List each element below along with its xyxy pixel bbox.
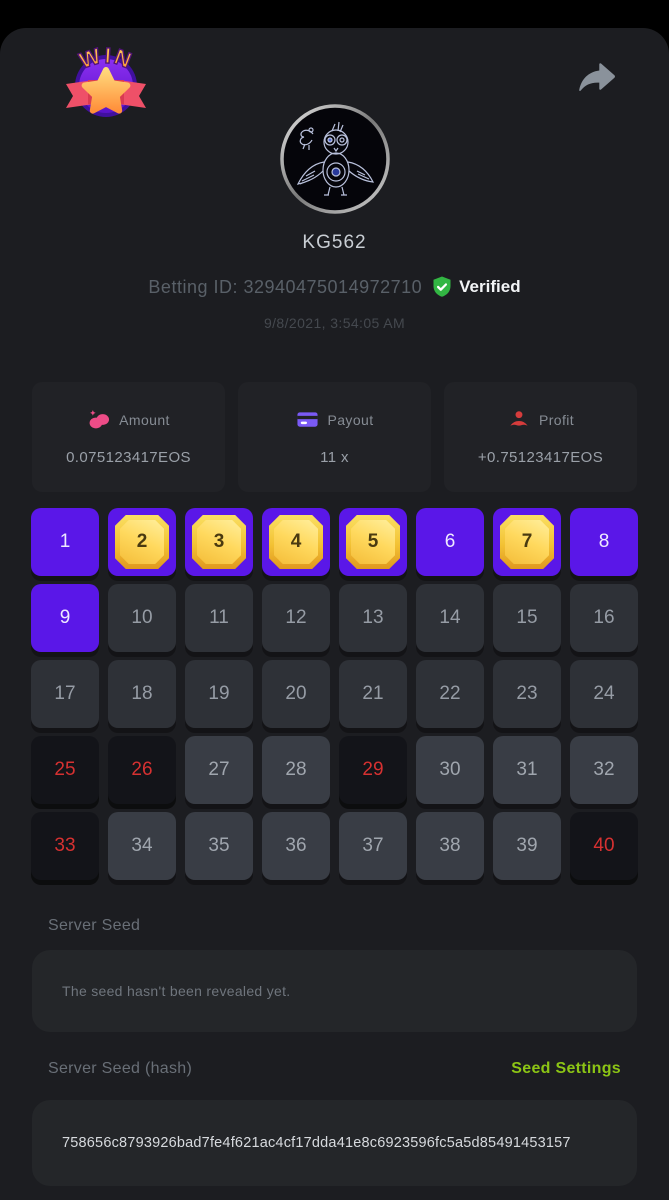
- amount-label: Amount: [119, 411, 170, 428]
- share-icon[interactable]: [577, 60, 617, 96]
- payout-card: Payout 11 x: [238, 382, 431, 492]
- keno-tile-24: 24: [570, 660, 638, 728]
- keno-tile-6: 6: [416, 508, 484, 576]
- keno-tile-32: 32: [570, 736, 638, 804]
- seed-settings-link[interactable]: Seed Settings: [511, 1060, 621, 1077]
- win-badge: WIN: [58, 42, 154, 128]
- keno-tile-9: 9: [31, 584, 99, 652]
- keno-tile-28: 28: [262, 736, 330, 804]
- payout-label: Payout: [327, 411, 374, 428]
- profit-value: +0.75123417EOS: [477, 449, 604, 466]
- keno-tile-7: 7: [493, 508, 561, 576]
- coins-icon: [89, 410, 110, 429]
- bet-details-panel: WIN: [0, 28, 669, 1200]
- payout-value: 11 x: [320, 449, 349, 466]
- gem-icon: 4: [269, 515, 323, 569]
- keno-tile-1: 1: [31, 508, 99, 576]
- keno-tile-34: 34: [108, 812, 176, 880]
- keno-tile-39: 39: [493, 812, 561, 880]
- keno-tile-23: 23: [493, 660, 561, 728]
- hand-profit-icon: [510, 411, 528, 426]
- profit-card: Profit +0.75123417EOS: [444, 382, 637, 492]
- keno-tile-26: 26: [108, 736, 176, 804]
- keno-tile-25: 25: [31, 736, 99, 804]
- keno-tile-29: 29: [339, 736, 407, 804]
- amount-value: 0.075123417EOS: [66, 449, 191, 466]
- gem-icon: 5: [346, 515, 400, 569]
- keno-tile-20: 20: [262, 660, 330, 728]
- verified-badge: Verified: [430, 275, 521, 299]
- username: KG562: [302, 232, 367, 253]
- keno-tile-5: 5: [339, 508, 407, 576]
- avatar: [279, 104, 390, 214]
- keno-tile-33: 33: [31, 812, 99, 880]
- gem-icon: 3: [192, 515, 246, 569]
- keno-tile-27: 27: [185, 736, 253, 804]
- keno-tile-17: 17: [31, 660, 99, 728]
- server-seed-hash-box: 758656c8793926bad7fe4f621ac4cf17dda41e8c…: [32, 1100, 637, 1186]
- keno-tile-16: 16: [570, 584, 638, 652]
- keno-tile-30: 30: [416, 736, 484, 804]
- keno-tile-31: 31: [493, 736, 561, 804]
- keno-tile-12: 12: [262, 584, 330, 652]
- keno-tile-22: 22: [416, 660, 484, 728]
- keno-tile-35: 35: [185, 812, 253, 880]
- keno-tile-19: 19: [185, 660, 253, 728]
- bet-timestamp: 9/8/2021, 3:54:05 AM: [263, 315, 406, 331]
- shield-check-icon: [433, 276, 451, 297]
- keno-tile-14: 14: [416, 584, 484, 652]
- gem-icon: 7: [500, 515, 554, 569]
- server-seed-hash-value: 758656c8793926bad7fe4f621ac4cf17dda41e8c…: [62, 1135, 571, 1151]
- keno-tile-3: 3: [185, 508, 253, 576]
- keno-tile-18: 18: [108, 660, 176, 728]
- credit-card-icon: [296, 412, 318, 427]
- server-seed-hash-label: Server Seed (hash): [48, 1060, 193, 1077]
- stat-cards: Amount 0.075123417EOS Payout 11 x: [32, 382, 637, 492]
- amount-card: Amount 0.075123417EOS: [32, 382, 225, 492]
- profit-label: Profit: [538, 411, 575, 428]
- verified-label: Verified: [459, 277, 521, 296]
- keno-tile-40: 40: [570, 812, 638, 880]
- keno-tile-15: 15: [493, 584, 561, 652]
- server-seed-placeholder: The seed hasn't been revealed yet.: [62, 983, 291, 999]
- keno-grid: 1 2 3 4 5 6 7 8 9 10 11 12 13 14 15 16 17 18 19 20 21 22 23 24 2…: [31, 508, 638, 880]
- keno-tile-21: 21: [339, 660, 407, 728]
- keno-tile-13: 13: [339, 584, 407, 652]
- keno-tile-11: 11: [185, 584, 253, 652]
- keno-tile-2: 2: [108, 508, 176, 576]
- keno-tile-37: 37: [339, 812, 407, 880]
- keno-tile-4: 4: [262, 508, 330, 576]
- server-seed-box: The seed hasn't been revealed yet.: [32, 950, 637, 1032]
- keno-tile-36: 36: [262, 812, 330, 880]
- keno-tile-8: 8: [570, 508, 638, 576]
- keno-tile-38: 38: [416, 812, 484, 880]
- gem-icon: 2: [115, 515, 169, 569]
- betting-id: Betting ID: 32940475014972710: [148, 276, 423, 297]
- server-seed-label: Server Seed: [48, 917, 141, 934]
- keno-tile-10: 10: [108, 584, 176, 652]
